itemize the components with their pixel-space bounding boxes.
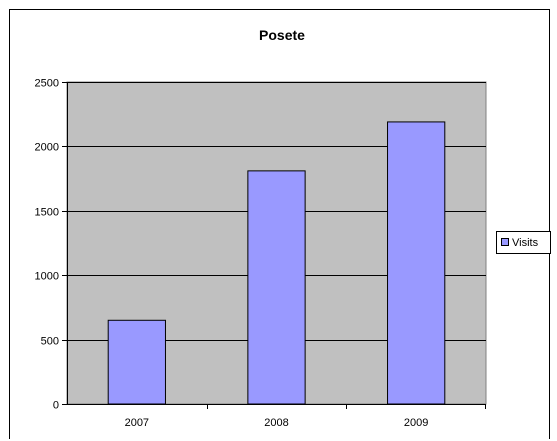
y-tick-label: 2500	[35, 78, 59, 90]
y-tick-label: 500	[41, 336, 59, 348]
legend: Visits	[496, 231, 551, 254]
x-tick-label: 2007	[125, 417, 149, 429]
chart-title: Posete	[259, 27, 305, 43]
y-tick-label: 1500	[35, 207, 59, 219]
plot-area: 0 500 1000 1500 2000 2500 2007 2008 2009	[35, 78, 487, 429]
bar	[107, 319, 166, 405]
legend-box	[496, 231, 551, 254]
y-tick-label: 0	[53, 400, 59, 412]
y-tick-label: 1000	[35, 271, 59, 283]
legend-swatch	[501, 238, 509, 246]
legend-label: Visits	[512, 237, 539, 249]
y-tick-label: 2000	[35, 142, 59, 154]
bar	[387, 121, 446, 405]
x-tick-label: 2008	[264, 417, 288, 429]
bar	[247, 170, 306, 405]
x-tick-label: 2009	[404, 417, 428, 429]
